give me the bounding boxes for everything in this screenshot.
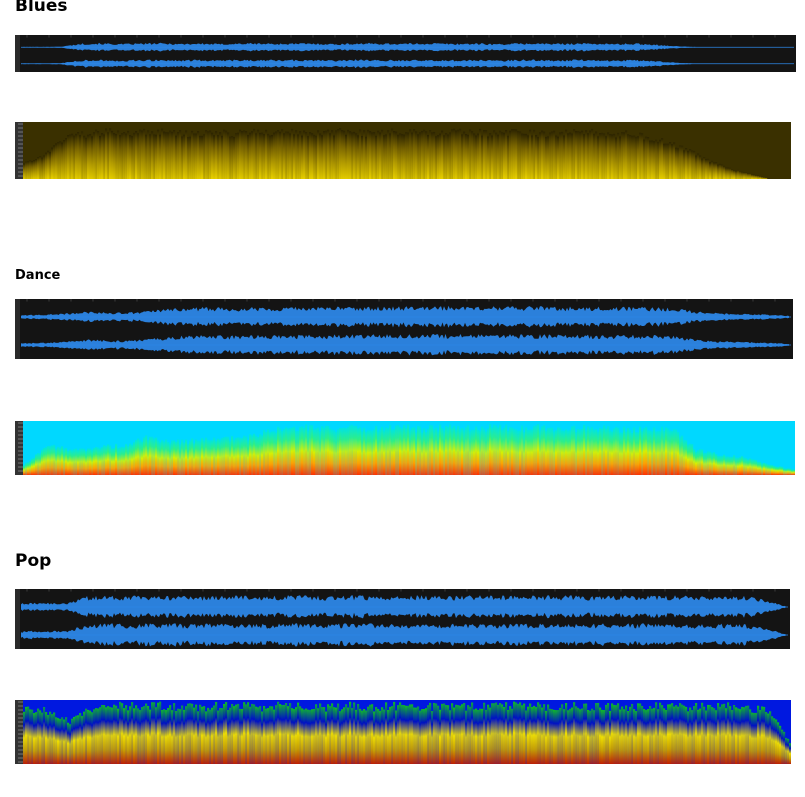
section-title-dance: Dance <box>15 268 60 283</box>
blues-waveform <box>15 35 796 72</box>
dance-spectrogram <box>15 421 795 475</box>
amplitude-ruler <box>15 589 20 649</box>
pop-spectrogram-svg <box>15 700 791 764</box>
pop-spectrogram <box>15 700 791 764</box>
section-title-blues: Blues <box>15 0 68 16</box>
amplitude-ruler <box>15 299 20 359</box>
section-title-pop: Pop <box>15 551 51 571</box>
dance-spectrogram-svg <box>15 421 795 475</box>
pop-waveform <box>15 589 790 649</box>
frequency-ruler <box>15 700 23 764</box>
frequency-ruler <box>15 122 23 179</box>
amplitude-ruler <box>15 35 20 72</box>
blues-spectrogram <box>15 122 791 179</box>
dance-waveform-svg <box>15 299 793 359</box>
dance-waveform <box>15 299 793 359</box>
pop-waveform-svg <box>15 589 790 649</box>
spectrogram-energy <box>23 702 791 764</box>
blues-spectrogram-svg <box>15 122 791 179</box>
blues-waveform-svg <box>15 35 796 72</box>
